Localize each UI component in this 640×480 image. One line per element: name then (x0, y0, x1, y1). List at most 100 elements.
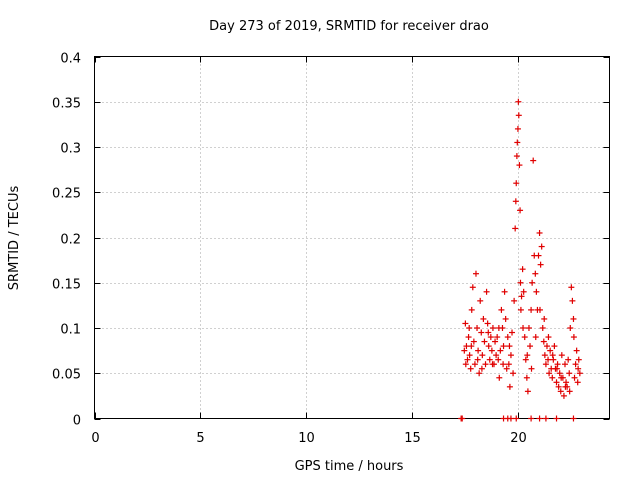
data-point (517, 207, 524, 214)
data-point (560, 392, 567, 399)
y-axis-label: SRMTID / TECUs (7, 186, 22, 291)
data-point (474, 325, 481, 331)
x-tick-label: 15 (404, 431, 421, 446)
data-point (553, 415, 560, 422)
data-point (517, 279, 524, 286)
data-point (545, 356, 552, 363)
data-point (521, 334, 528, 341)
data-point (538, 243, 545, 250)
y-tick-label: 0.4 (60, 52, 81, 67)
data-point (510, 370, 517, 377)
data-point (541, 352, 548, 359)
data-point (568, 284, 575, 291)
data-point (530, 157, 537, 164)
data-point (507, 415, 514, 422)
data-point (575, 365, 582, 372)
data-point (502, 315, 509, 322)
data-point (566, 388, 573, 395)
data-point (483, 288, 490, 295)
data-point (565, 356, 572, 363)
data-point (570, 315, 577, 322)
y-tick-label: 0.2 (60, 233, 81, 248)
data-point (500, 343, 507, 350)
data-point (549, 352, 556, 359)
x-tick-label: 10 (298, 431, 315, 446)
data-point (515, 98, 522, 105)
data-point (513, 153, 520, 160)
data-point (489, 361, 496, 368)
data-point (570, 334, 577, 341)
data-point (537, 261, 544, 268)
data-point (529, 279, 536, 286)
data-point (574, 379, 581, 386)
data-point (535, 252, 542, 259)
data-point (472, 270, 479, 277)
y-tick-label: 0.05 (52, 368, 81, 383)
data-point (512, 225, 519, 232)
data-point (514, 125, 521, 132)
data-point (515, 112, 522, 119)
chart-title: Day 273 of 2019, SRMTID for receiver dra… (209, 19, 489, 34)
data-point (488, 347, 495, 354)
y-tick-label: 0.3 (60, 142, 81, 157)
data-point (477, 297, 484, 304)
data-point (462, 361, 469, 368)
data-point (475, 347, 482, 354)
data-point (524, 388, 531, 395)
data-point (562, 383, 569, 390)
data-point (532, 270, 539, 277)
data-point (572, 361, 579, 368)
data-point (494, 334, 501, 341)
data-point (486, 356, 493, 363)
data-point (501, 288, 508, 295)
data-point (553, 379, 560, 386)
data-point (505, 361, 512, 368)
data-point (478, 329, 485, 336)
data-point (523, 374, 530, 381)
data-point (506, 343, 513, 350)
data-point (511, 297, 518, 304)
grid-lines (94, 56, 610, 419)
data-point (561, 361, 568, 368)
data-point (547, 347, 554, 354)
data-point (471, 361, 478, 368)
data-point (556, 370, 563, 377)
data-point (555, 383, 562, 390)
x-tick-label: 5 (196, 431, 204, 446)
data-point (528, 365, 535, 372)
data-point (487, 334, 494, 341)
data-point (474, 356, 481, 363)
data-point (495, 325, 502, 331)
data-point (557, 388, 564, 395)
data-point (532, 334, 539, 341)
data-point (528, 306, 535, 313)
data-point (498, 306, 505, 313)
data-point (485, 329, 492, 336)
data-point (566, 370, 573, 377)
data-point (541, 315, 548, 322)
data-point (573, 347, 580, 354)
data-point (507, 352, 514, 359)
data-point (539, 325, 546, 331)
y-tick-label: 0.35 (52, 97, 81, 112)
data-point (522, 356, 529, 363)
data-point (468, 343, 475, 350)
data-point (575, 356, 582, 363)
data-point (540, 338, 547, 345)
data-point (558, 374, 565, 381)
data-point (553, 365, 560, 372)
x-axis-tick-labels: 0 5 10 15 20 (91, 431, 526, 446)
data-point (516, 162, 523, 169)
data-point (466, 352, 473, 359)
data-point (512, 198, 519, 205)
data-point (525, 325, 532, 331)
data-point (467, 365, 474, 372)
axis-ticks (94, 56, 610, 420)
data-point (570, 415, 577, 422)
y-tick-label: 0.15 (52, 278, 81, 293)
data-point (533, 288, 540, 295)
data-point (567, 325, 574, 331)
data-point (514, 139, 521, 146)
data-point (485, 343, 492, 350)
